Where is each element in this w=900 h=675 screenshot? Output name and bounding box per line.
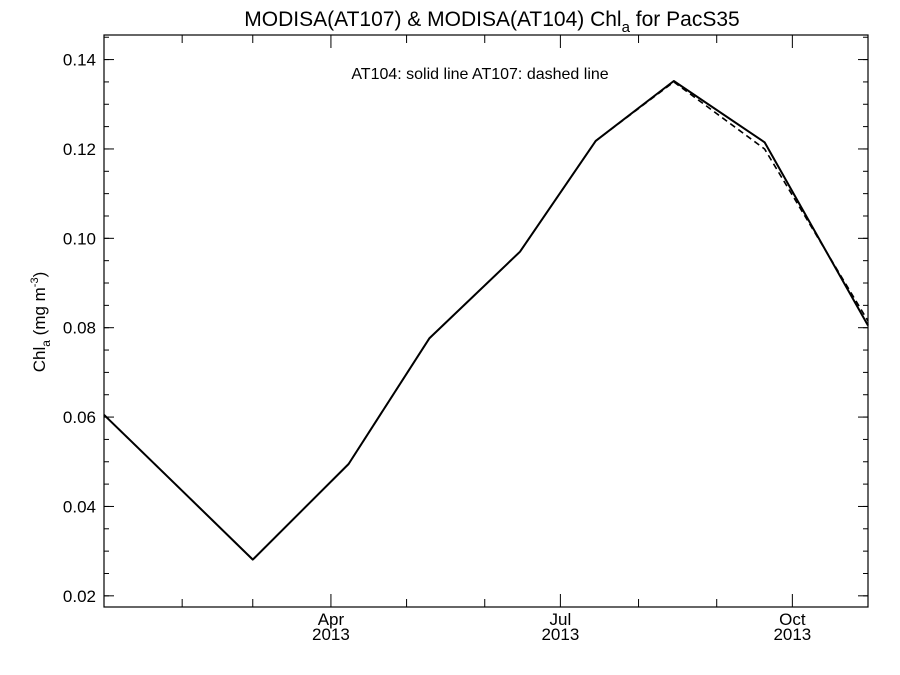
y-axis-label-suffix: ): [30, 272, 49, 278]
y-tick-label: 0.04: [63, 497, 96, 516]
x-tick-label-month: Apr: [318, 610, 345, 629]
y-tick-label: 0.12: [63, 140, 96, 159]
y-tick-label: 0.08: [63, 319, 96, 338]
legend-annotation: AT104: solid line AT107: dashed line: [351, 66, 608, 83]
chart-title-prefix: MODISA(AT107) & MODISA(AT104) Chl: [244, 8, 621, 31]
y-tick-label: 0.06: [63, 408, 96, 427]
plot-frame: [103, 34, 869, 608]
y-axis-label-subscript: a: [39, 340, 53, 347]
series-line-at104: [103, 80, 869, 561]
chart-title-suffix: for PacS35: [630, 8, 740, 31]
y-axis-label-superscript: -3: [29, 277, 41, 287]
x-tick-label-year: 2013: [773, 625, 811, 644]
chart-title-subscript: a: [622, 19, 631, 36]
y-axis-label-prefix: Chl: [30, 347, 49, 373]
y-tick-label: 0.02: [63, 587, 96, 606]
y-tick-label: 0.10: [63, 229, 96, 248]
x-tick-label-month: Oct: [779, 610, 806, 629]
series-line-at107: [103, 81, 869, 561]
x-tick-label-year: 2013: [541, 625, 579, 644]
plot-border: [103, 34, 869, 608]
y-tick-label: 0.14: [63, 51, 96, 70]
y-axis-label: Chla (mg m-3): [29, 272, 53, 373]
series-layer: [103, 80, 869, 561]
chart-title: MODISA(AT107) & MODISA(AT104) Chla for P…: [244, 8, 739, 36]
x-tick-label-month: Jul: [550, 610, 572, 629]
x-tick-label-year: 2013: [312, 625, 350, 644]
y-axis: 0.02 0.04 0.06 0.08 0.10 0.12 0.14: [63, 36, 868, 606]
y-axis-label-middle: (mg m: [30, 287, 49, 340]
